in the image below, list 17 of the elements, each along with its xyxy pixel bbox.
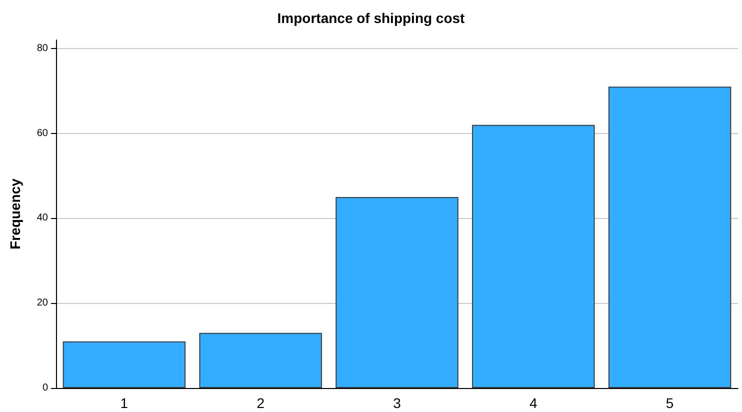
- x-tick-label: 1: [120, 395, 128, 411]
- y-tick-label: 0: [42, 382, 48, 394]
- bar: [62, 341, 186, 388]
- bar: [336, 197, 458, 388]
- x-tick-label: 4: [530, 395, 538, 411]
- x-tick-label: 2: [256, 395, 265, 411]
- chart-title: Importance of shipping cost: [277, 10, 466, 26]
- y-tick-label: 20: [36, 298, 48, 309]
- bar: [472, 124, 595, 388]
- y-axis-title: Frequency: [7, 178, 23, 250]
- y-tick-label: 60: [36, 128, 48, 139]
- y-tick-label: 40: [36, 212, 48, 224]
- bar: [199, 332, 322, 388]
- x-tick-label: 5: [666, 395, 674, 411]
- bar: [608, 86, 732, 388]
- x-tick-label: 3: [393, 395, 402, 411]
- y-tick-label: 80: [36, 42, 48, 54]
